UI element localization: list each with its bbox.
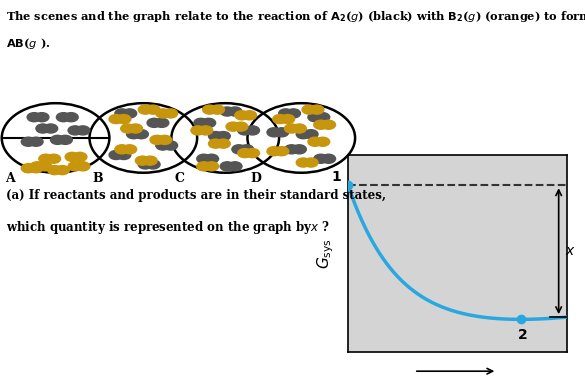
Text: $A_2 + B_2$: $A_2 + B_2$ [337,377,383,378]
Text: $G_\mathrm{sys}$: $G_\mathrm{sys}$ [316,238,336,269]
Text: The scenes and the graph relate to the reaction of $\mathbf{A_2}$($\mathit{g}$) : The scenes and the graph relate to the r… [6,9,585,25]
Text: 2: 2 [518,328,528,342]
Text: $\mathbf{AB}$($\mathit{g}$ ).: $\mathbf{AB}$($\mathit{g}$ ). [6,36,50,51]
Text: 1: 1 [332,170,342,184]
Text: D: D [250,172,261,185]
Text: B: B [92,172,103,185]
FancyBboxPatch shape [364,158,423,176]
Text: which quantity is represented on the graph by$\mathit{x}$ ?: which quantity is represented on the gra… [6,219,330,236]
Text: AB: AB [555,377,572,378]
Text: A: A [5,172,15,185]
Text: x: x [565,244,573,258]
Text: (a) If reactants and products are in their standard states,: (a) If reactants and products are in the… [6,189,386,202]
Text: ❚❚ pause: ❚❚ pause [369,162,418,171]
Text: C: C [174,172,184,185]
